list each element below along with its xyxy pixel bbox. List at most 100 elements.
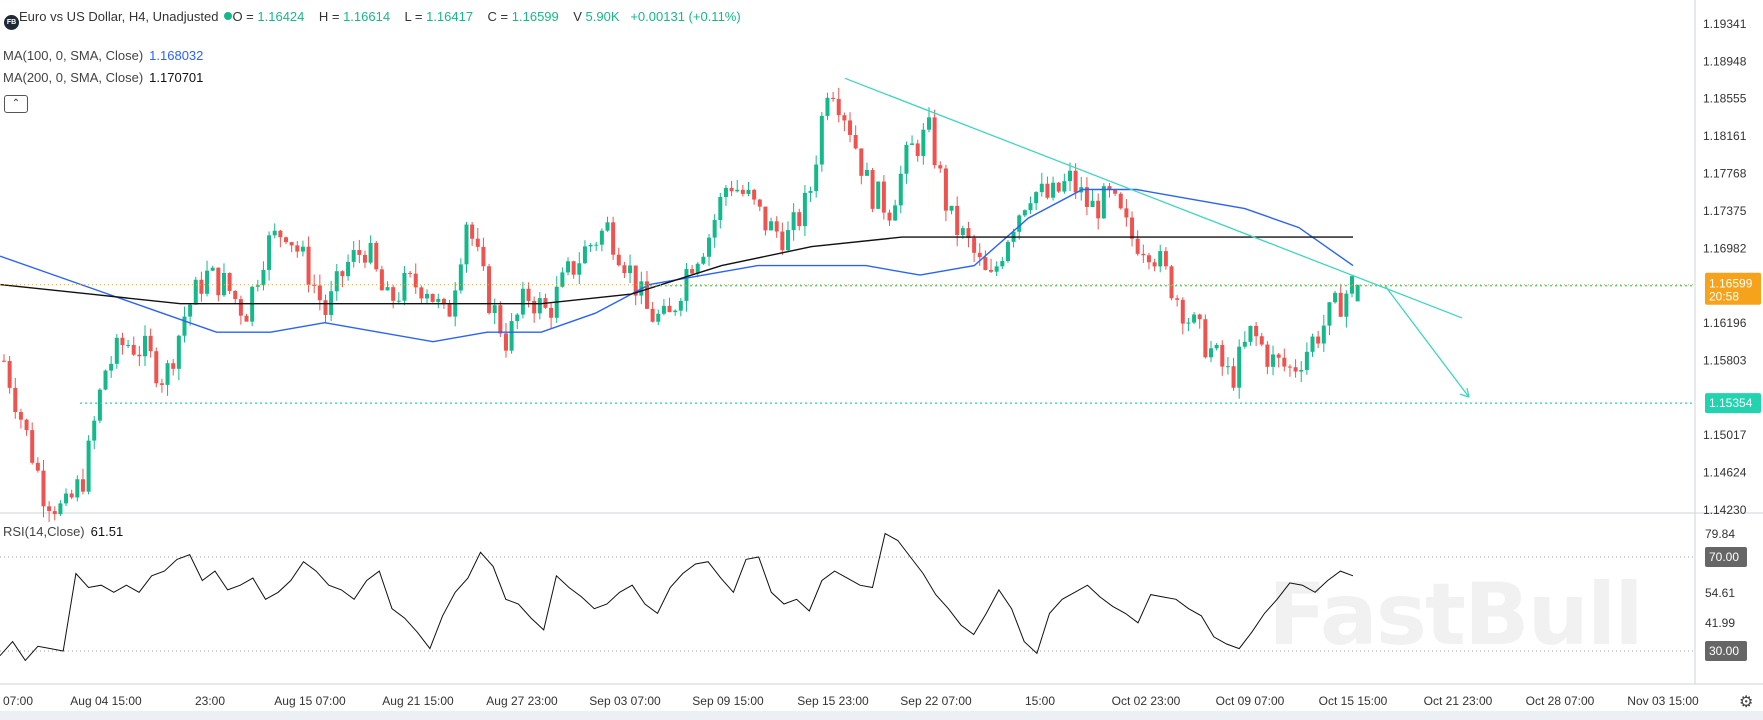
candle-body [701, 256, 706, 264]
candle-body [876, 181, 881, 209]
candle-body [148, 335, 153, 352]
candle-body [780, 231, 785, 251]
candle-body [1299, 369, 1304, 372]
candle-body [171, 363, 176, 369]
collapse-legend-button[interactable]: ⌃ [4, 95, 28, 113]
candle-body [1254, 325, 1259, 337]
candle-body [165, 363, 170, 385]
time-tick-label: Sep 03 07:00 [589, 694, 661, 708]
candle-body [769, 221, 774, 231]
candle-body [41, 470, 46, 507]
candle-body [255, 285, 260, 287]
projection-arrowhead [1459, 387, 1470, 398]
candle-last [1355, 284, 1360, 302]
ma100-label: MA(100, 0, SMA, Close) [3, 48, 144, 63]
candle-body [1028, 203, 1033, 211]
gear-icon[interactable]: ⚙ [1739, 694, 1754, 711]
candle-body [176, 335, 181, 369]
price-tick-label: 1.18161 [1703, 129, 1747, 143]
candle-body [75, 479, 80, 498]
candle-body [216, 267, 221, 296]
candle-body [926, 117, 931, 130]
candle-body [86, 440, 91, 492]
candle-body [1045, 183, 1050, 198]
candle-body [379, 269, 384, 291]
candle-body [120, 337, 125, 346]
candle-body [1214, 344, 1219, 349]
candle-body [385, 287, 390, 291]
candle-body [757, 199, 762, 207]
level-tag [1705, 393, 1761, 414]
candle-body [605, 222, 610, 231]
candle-body [1005, 241, 1010, 262]
candle-body [487, 266, 492, 314]
price-tick-label: 1.16982 [1703, 241, 1747, 255]
candle-body [30, 430, 35, 463]
time-tick-label: Nov 03 15:00 [1627, 694, 1699, 708]
candle-body [1158, 251, 1163, 267]
candle-body [989, 269, 994, 272]
candle-body [295, 245, 300, 252]
ohlc-close-label: C [487, 9, 497, 24]
candle-body [362, 254, 367, 263]
candle-body [210, 267, 215, 271]
candle-body [1259, 336, 1264, 345]
time-tick-label: Sep 22 07:00 [900, 694, 972, 708]
candle-body [334, 271, 339, 292]
candle-body [560, 272, 565, 287]
price-tick-label: 1.17768 [1703, 167, 1747, 181]
candle-body [47, 506, 52, 512]
candle-body [475, 238, 480, 247]
candle-body [1316, 336, 1321, 344]
level-tag-value: 1.15354 [1709, 396, 1753, 410]
ohlc-open-label: O [232, 9, 243, 24]
candle-body [740, 189, 745, 194]
ma100-value: 1.168032 [149, 48, 204, 63]
candle-body [1180, 299, 1185, 324]
rsi-line [0, 532, 1354, 662]
candle-body [1101, 186, 1106, 219]
candle-body [24, 419, 29, 431]
price-tick-label: 1.14624 [1703, 466, 1747, 480]
ohlc-close-value: 1.16599 [511, 9, 559, 24]
time-tick-label: Aug 27 23:00 [486, 694, 558, 708]
candle-body [346, 261, 351, 277]
candle-body [983, 257, 988, 270]
ma200-legend[interactable]: MA(200, 0, SMA, Close) 1.170701 [3, 70, 203, 85]
candle-body [921, 129, 926, 156]
candle-body [622, 265, 627, 274]
candle-body [1271, 354, 1276, 367]
candle-body [233, 290, 238, 300]
ma100-legend[interactable]: MA(100, 0, SMA, Close) 1.168032 [3, 48, 203, 63]
candle-body [667, 305, 672, 313]
candle-body [137, 354, 142, 357]
candle-body [470, 224, 475, 239]
candle-body [960, 228, 965, 235]
candle-body [1067, 170, 1072, 182]
candle-body [582, 246, 587, 264]
candle-body [80, 479, 85, 492]
candle-body [1321, 325, 1326, 344]
bottom-strip [0, 711, 1763, 720]
time-tick-label: 23:00 [195, 694, 225, 708]
price-tick-label: 1.16196 [1703, 316, 1747, 330]
candle-body [955, 205, 960, 235]
chevron-up-icon: ⌃ [11, 98, 21, 109]
candle-body [915, 143, 920, 156]
candle-body [836, 99, 841, 116]
candle-body [588, 244, 593, 247]
symbol-title[interactable]: Euro vs US Dollar, H4, Unadjusted [19, 9, 219, 24]
candle-body [199, 279, 204, 294]
candle-body [221, 272, 226, 296]
candle-body [419, 287, 424, 299]
candle-body [13, 387, 18, 413]
candle-body [1186, 322, 1191, 324]
candle-body [509, 321, 514, 351]
candle-body [312, 284, 317, 286]
candle-body [413, 273, 418, 288]
candle-body [154, 351, 159, 384]
candle-body [650, 308, 655, 322]
rsi-legend[interactable]: RSI(14,Close) 61.51 [3, 524, 123, 539]
candle-body [464, 224, 469, 265]
